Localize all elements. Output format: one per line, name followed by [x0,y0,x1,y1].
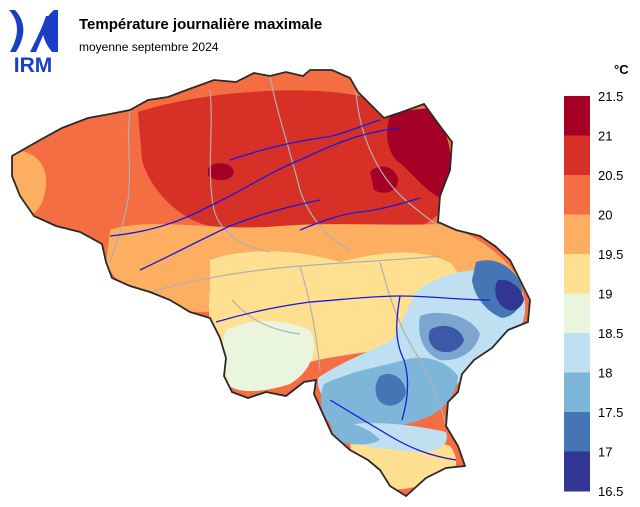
zone-hautesfagnes-blue [419,312,480,361]
zone-eastcantons-darkblue [495,279,524,311]
logo-wave-left [9,10,24,52]
rivers [109,119,491,461]
zone-semois-blue [330,420,380,445]
logo-wave-mid [30,16,50,52]
zone-spot-darkred-2 [208,163,234,181]
zone-ardennes-darkblue [375,373,406,406]
zone-limburg-darkred [387,108,452,198]
map-subtitle: moyenne septembre 2024 [79,40,219,54]
logo-text: IRM [14,54,53,74]
zone-spot-darkred-1 [370,166,398,193]
map-title: Température journalière maximale [79,16,323,33]
irm-logo: IRM [9,10,58,74]
belgium-border [11,69,531,498]
zone-pale [222,321,314,392]
temperature-field [12,70,530,496]
